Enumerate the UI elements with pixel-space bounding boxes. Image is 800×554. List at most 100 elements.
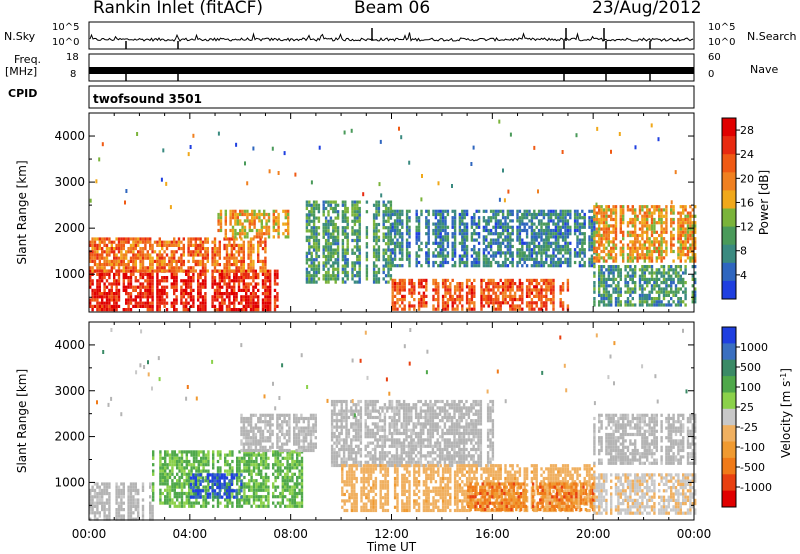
data-cell: [670, 205, 673, 209]
data-cell: [353, 274, 357, 278]
data-cell: [660, 271, 663, 275]
data-cell: [164, 488, 167, 492]
data-cell: [98, 501, 101, 505]
data-cell: [127, 488, 130, 492]
data-cell: [89, 279, 92, 283]
data-cell: [607, 297, 610, 301]
data-cell: [156, 269, 159, 273]
y-axis-label: Slant Range [km]: [15, 160, 29, 264]
data-cell: [93, 295, 97, 299]
data-cell: [389, 229, 393, 233]
data-cell: [110, 292, 113, 296]
data-cell: [643, 243, 646, 247]
data-cell: [509, 244, 512, 249]
data-cell: [382, 270, 385, 275]
data-cell: [180, 269, 183, 273]
data-cell: [199, 276, 202, 280]
data-cell: [432, 282, 435, 286]
data-cell: [173, 288, 176, 292]
data-cell: [573, 222, 577, 226]
data-cell: [653, 249, 656, 254]
data-cell: [593, 240, 596, 244]
data-cell: [127, 498, 130, 502]
data-cell: [540, 254, 543, 258]
data-cell: [202, 498, 205, 502]
data-cell: [391, 294, 394, 298]
data-cell: [216, 282, 219, 286]
data-cell: [509, 278, 512, 282]
data-cell: [199, 295, 202, 299]
data-cell: [535, 244, 538, 249]
data-cell: [614, 256, 618, 260]
data-cell: [322, 277, 325, 281]
data-cell: [117, 243, 121, 247]
data-cell: [497, 282, 500, 286]
data-cell: [638, 243, 642, 247]
data-cell: [224, 216, 227, 220]
data-cell: [272, 222, 275, 226]
data-cell: [686, 214, 690, 218]
data-cell: [120, 504, 123, 508]
data-cell: [439, 216, 442, 220]
data-cell: [646, 208, 649, 212]
data-cell: [322, 210, 325, 214]
data-cell: [192, 237, 195, 241]
data-cell: [590, 241, 594, 245]
data-cell: [134, 243, 137, 247]
data-cell: [310, 213, 313, 217]
data-cell: [253, 212, 256, 217]
data-cell: [211, 269, 214, 273]
data-cell: [200, 463, 203, 467]
data-cell: [487, 257, 490, 261]
data-cell: [108, 269, 111, 273]
data-cell: [372, 270, 376, 275]
data-cell: [315, 242, 318, 246]
data-cell: [387, 274, 390, 278]
data-cell: [670, 246, 673, 250]
data-cell: [614, 297, 618, 301]
data-cell: [312, 264, 316, 268]
data-cell: [182, 250, 185, 254]
data-cell: [634, 208, 637, 212]
data-cell: [564, 248, 567, 252]
data-cell: [485, 209, 488, 213]
data-cell: [231, 225, 235, 229]
data-cell: [199, 288, 202, 292]
data-cell: [629, 265, 632, 269]
data-speckle: [380, 193, 383, 198]
data-cell: [228, 308, 231, 312]
data-cell: [451, 278, 454, 282]
data-cell: [141, 259, 145, 263]
data-cell: [598, 300, 601, 304]
data-cell: [549, 282, 553, 286]
data-cell: [242, 276, 245, 280]
data-cell: [168, 456, 172, 460]
data-cell: [598, 271, 601, 275]
data-cell: [405, 212, 409, 217]
data-cell: [636, 246, 639, 250]
data-cell: [602, 227, 606, 231]
data-cell: [441, 264, 445, 268]
data-cell: [559, 216, 562, 220]
data-cell: [482, 257, 486, 261]
data-cell: [185, 285, 188, 289]
data-cell: [653, 240, 656, 244]
data-cell: [504, 301, 507, 305]
data-cell: [351, 267, 354, 271]
data-cell: [151, 247, 154, 251]
data-cell: [643, 297, 646, 301]
data-speckle: [634, 145, 637, 150]
data-cell: [344, 203, 347, 207]
data-cell: [189, 288, 193, 292]
data-cell: [173, 463, 176, 467]
data-cell: [387, 267, 390, 271]
data-cell: [159, 453, 162, 457]
data-cell: [540, 248, 543, 252]
data-speckle: [498, 119, 501, 124]
data-cell: [401, 307, 404, 311]
data-cell: [506, 301, 510, 305]
data-cell: [139, 298, 142, 302]
data-cell: [225, 304, 229, 308]
data-cell: [449, 291, 452, 295]
data-cell: [600, 281, 603, 285]
